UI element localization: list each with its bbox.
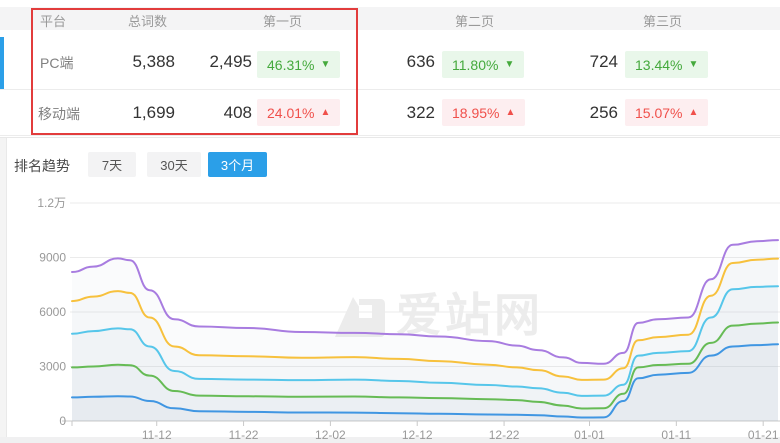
svg-text:01-01: 01-01 bbox=[574, 428, 605, 442]
page2-count-mobile: 322 bbox=[406, 103, 435, 122]
svg-text:3000: 3000 bbox=[39, 360, 66, 374]
tab-7-days[interactable]: 7天 bbox=[88, 152, 136, 177]
page1-change-pct-pc: 46.31% bbox=[267, 56, 315, 73]
page-bottom-edge bbox=[0, 437, 780, 443]
col-header-platform: 平台 bbox=[40, 14, 67, 29]
page2-count-pc: 636 bbox=[406, 52, 435, 71]
page2-change-pct-pc: 11.80% bbox=[452, 56, 499, 73]
page2-change-badge-pc: 11.80% ▼ bbox=[442, 51, 525, 78]
watermark-text: 爱站网 bbox=[396, 289, 543, 341]
table-header-row: 平台 总词数 第一页 第二页 第三页 bbox=[0, 7, 780, 30]
svg-text:01-11: 01-11 bbox=[661, 428, 691, 442]
section-divider bbox=[0, 137, 780, 138]
page3-change-badge-mobile: 15.07% ▲ bbox=[625, 99, 709, 126]
trend-down-icon: ▼ bbox=[688, 58, 699, 70]
trend-down-icon: ▼ bbox=[320, 58, 331, 70]
trend-section-title: 排名趋势 bbox=[14, 158, 70, 174]
page1-count-pc: 2,495 bbox=[209, 52, 252, 71]
page2-change-pct-mobile: 18.95% bbox=[452, 104, 500, 121]
svg-text:1.2万: 1.2万 bbox=[37, 196, 66, 210]
page1-count-mobile: 408 bbox=[223, 103, 252, 122]
panel-left-edge bbox=[0, 138, 7, 443]
col-header-total-words: 总词数 bbox=[128, 14, 168, 29]
platform-label-mobile: 移动端 bbox=[38, 106, 80, 122]
tab-3-months[interactable]: 3个月 bbox=[208, 152, 267, 177]
rank-summary-table: 平台 总词数 第一页 第二页 第三页 PC端 5,388 2,495 46.31… bbox=[0, 0, 780, 137]
svg-text:11-12: 11-12 bbox=[142, 428, 172, 442]
page1-change-badge-mobile: 24.01% ▲ bbox=[257, 99, 341, 126]
col-header-page3: 第三页 bbox=[643, 14, 683, 29]
page2-change-badge-mobile: 18.95% ▲ bbox=[442, 99, 526, 126]
aizhan-logo-icon bbox=[335, 297, 385, 337]
platform-label-pc: PC端 bbox=[40, 55, 74, 71]
svg-text:12-02: 12-02 bbox=[315, 428, 346, 442]
page3-count-mobile: 256 bbox=[589, 103, 618, 122]
trend-chart-svg: 0 3000 6000 9000 1.2万 11-12 11-22 12-02 12-12 12-… bbox=[37, 196, 780, 442]
page1-change-pct-mobile: 24.01% bbox=[267, 104, 315, 121]
col-header-page2: 第二页 bbox=[455, 14, 495, 29]
svg-text:11-22: 11-22 bbox=[229, 428, 259, 442]
watermark: 爱站网 bbox=[332, 290, 543, 340]
trend-up-icon: ▲ bbox=[688, 106, 699, 118]
row-divider bbox=[0, 89, 780, 90]
svg-text:01-21: 01-21 bbox=[748, 428, 779, 442]
svg-text:6000: 6000 bbox=[39, 305, 66, 319]
tab-30-days[interactable]: 30天 bbox=[147, 152, 201, 177]
page3-change-badge-pc: 13.44% ▼ bbox=[625, 51, 709, 78]
page3-count-pc: 724 bbox=[589, 52, 618, 71]
trend-down-icon: ▼ bbox=[504, 58, 515, 70]
svg-text:0: 0 bbox=[59, 414, 66, 428]
trend-up-icon: ▲ bbox=[320, 106, 331, 118]
trend-up-icon: ▲ bbox=[505, 106, 516, 118]
col-header-page1: 第一页 bbox=[263, 14, 303, 29]
svg-text:9000: 9000 bbox=[39, 251, 66, 265]
total-words-mobile: 1,699 bbox=[132, 103, 175, 122]
active-row-accent-bar bbox=[0, 37, 4, 89]
page3-change-pct-mobile: 15.07% bbox=[635, 104, 683, 121]
svg-text:12-22: 12-22 bbox=[489, 428, 520, 442]
page1-change-badge-pc: 46.31% ▼ bbox=[257, 51, 341, 78]
svg-text:12-12: 12-12 bbox=[402, 428, 433, 442]
rank-trend-chart: 爱站网 0 3000 6000 9000 1.2万 11-12 11-22 12-02 12-1… bbox=[0, 190, 780, 443]
page3-change-pct-pc: 13.44% bbox=[635, 56, 683, 73]
total-words-pc: 5,388 bbox=[132, 52, 175, 71]
row-divider bbox=[0, 135, 780, 136]
